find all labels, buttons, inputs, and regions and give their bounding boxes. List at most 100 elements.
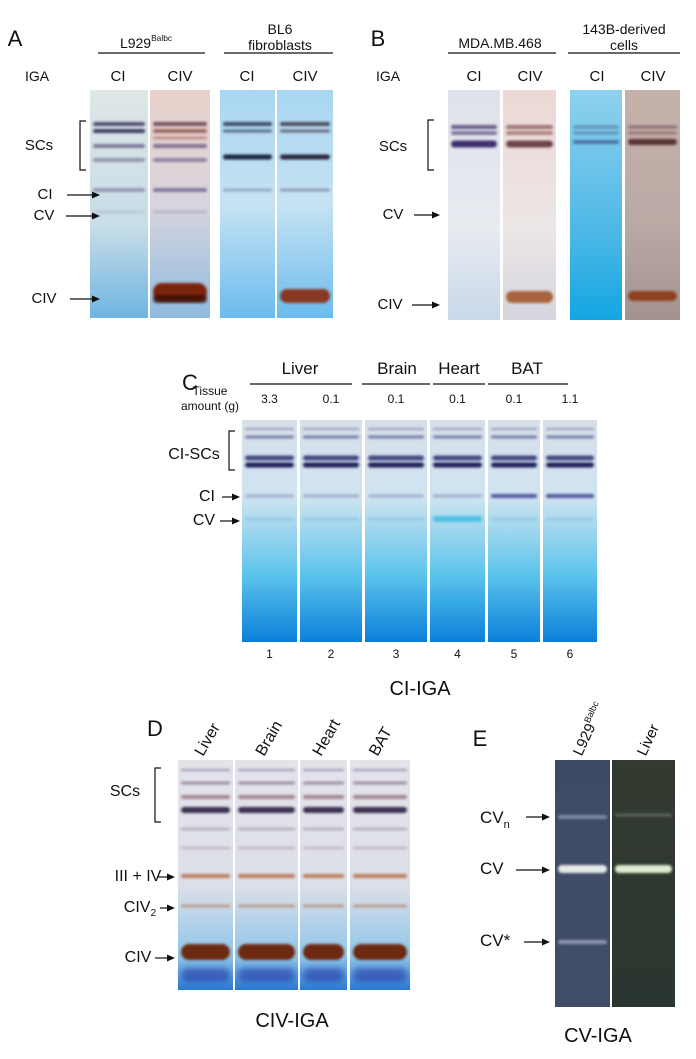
band-label: CI-SCs	[168, 446, 220, 463]
lane-label: CIV	[517, 68, 542, 85]
arrow-head	[432, 301, 440, 309]
amount-label: 0.1	[506, 392, 523, 406]
gel-band	[303, 517, 359, 521]
gel-band	[506, 140, 553, 148]
text-part: CV*	[480, 931, 511, 950]
bracket	[79, 120, 86, 171]
gel-band	[181, 807, 230, 813]
gel-band	[573, 131, 619, 135]
amount-label: 0.1	[449, 392, 466, 406]
gel-band	[153, 158, 207, 162]
gel-lane	[90, 90, 148, 318]
text-part: D	[147, 716, 163, 741]
arrow-head	[232, 493, 240, 501]
amount-label: 3.3	[261, 392, 278, 406]
gel-band	[245, 455, 294, 461]
text-part: CIV	[167, 68, 192, 85]
gel-band	[223, 129, 272, 133]
gel-band	[491, 428, 537, 430]
gel-band	[280, 188, 330, 192]
gel-band	[615, 813, 672, 817]
band-label: CV	[34, 207, 55, 224]
text-part: CV	[34, 207, 55, 224]
gel-band	[628, 125, 677, 129]
lane-number: 1	[266, 647, 273, 661]
gel-band	[303, 827, 344, 831]
gel-band	[353, 944, 407, 960]
lane-label: CI	[467, 68, 482, 85]
gel-band	[223, 122, 272, 126]
arrow-head	[432, 211, 440, 219]
group-label: L929Balbc	[120, 33, 172, 50]
gel-band	[303, 968, 344, 982]
gel-band	[93, 188, 145, 192]
panel-letter: A	[8, 26, 23, 51]
text-part: amount (g)	[181, 399, 239, 413]
text-part: Tissue	[193, 384, 228, 398]
gel-band	[303, 846, 344, 850]
gel-band	[353, 968, 407, 982]
arrow-head	[232, 517, 240, 525]
text-part: L929	[120, 35, 151, 51]
gel-lane	[612, 760, 675, 1007]
text-part: SCs	[379, 138, 407, 155]
gel-band	[238, 904, 295, 908]
gel-lane	[150, 90, 210, 318]
gel-band	[506, 125, 553, 129]
gel-band	[491, 435, 537, 439]
gel-band	[368, 462, 424, 468]
panel-letter: E	[473, 726, 488, 751]
lane-number: 4	[454, 647, 461, 661]
gel-lane	[625, 90, 680, 320]
gel-band	[451, 131, 497, 135]
text-part: BL6	[268, 21, 293, 37]
gel-lane	[488, 420, 540, 642]
text-part: CI	[199, 488, 215, 505]
text-part: Liver	[282, 359, 319, 378]
group-label: Liver	[282, 359, 319, 378]
gel-band	[280, 154, 330, 160]
bracket	[228, 430, 235, 471]
gel-band	[153, 210, 207, 214]
group-label: MDA.MB.468	[458, 35, 541, 51]
gel-lane	[448, 90, 500, 320]
lane-label: BAT	[366, 724, 396, 759]
gel-band	[546, 462, 594, 468]
gel-band	[93, 158, 145, 162]
gel-band	[238, 807, 295, 813]
arrow-head	[167, 904, 175, 912]
gel-band	[238, 795, 295, 799]
arrow-head	[167, 954, 175, 962]
gel-band	[433, 435, 482, 439]
band-label: CV	[193, 512, 216, 529]
gel-band	[558, 940, 607, 944]
text-part: C	[182, 370, 198, 395]
gel-lane	[300, 420, 362, 642]
band-label: CV*	[480, 931, 511, 950]
band-label: CIV	[31, 290, 56, 307]
text-part: CIV	[125, 949, 152, 966]
arrow-head	[542, 866, 550, 874]
text-part: 5	[511, 647, 518, 661]
text-part: CIV	[640, 68, 665, 85]
gel-band	[153, 144, 207, 148]
gel-band	[368, 455, 424, 461]
gel-band	[93, 129, 145, 133]
row-label: amount (g)	[181, 399, 239, 413]
text-part: CI-SCs	[168, 446, 220, 463]
gel-band	[491, 455, 537, 461]
gel-band	[303, 494, 359, 498]
group-label: fibroblasts	[248, 37, 312, 53]
band-label: SCs	[25, 137, 53, 154]
gel-band	[433, 462, 482, 468]
gel-band	[238, 827, 295, 831]
text-part: 1.1	[562, 392, 579, 406]
gel-band	[280, 289, 330, 303]
panel-letter: B	[371, 26, 386, 51]
arrow-head	[167, 873, 175, 881]
text-part: IGA	[25, 68, 50, 84]
gel-band	[353, 795, 407, 799]
gel-band	[280, 122, 330, 126]
gel-band	[491, 494, 537, 498]
lane-label: CIV	[640, 68, 665, 85]
